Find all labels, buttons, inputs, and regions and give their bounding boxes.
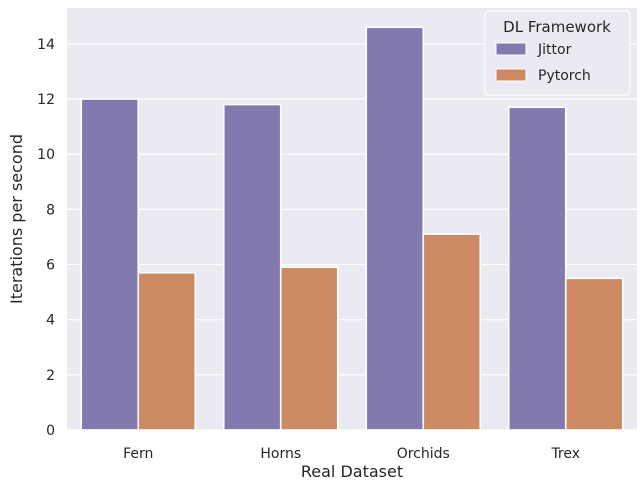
- legend: DL Framework Jittor Pytorch: [484, 10, 631, 96]
- bar-pytorch-horns: [279, 266, 339, 431]
- bar-jittor-trex: [507, 106, 567, 431]
- x-tick-label: Horns: [260, 446, 301, 462]
- legend-swatch-pytorch: [495, 68, 527, 82]
- y-tick-label: 12: [37, 92, 55, 108]
- x-tick-labels: Fern Horns Orchids Trex: [123, 446, 580, 462]
- legend-label-pytorch: Pytorch: [538, 68, 591, 84]
- bar-pytorch-orchids: [422, 233, 482, 431]
- y-tick-label: 6: [46, 258, 55, 274]
- y-tick-label: 2: [46, 368, 55, 384]
- y-tick-label: 0: [46, 423, 55, 439]
- bar-jittor-fern: [80, 98, 140, 431]
- y-tick-label: 8: [46, 202, 55, 218]
- x-tick-label: Trex: [550, 446, 580, 462]
- legend-swatch-jittor: [495, 42, 527, 56]
- y-tick-label: 14: [37, 37, 55, 53]
- legend-label-jittor: Jittor: [537, 42, 572, 58]
- bar-jittor-horns: [222, 103, 282, 431]
- legend-title: DL Framework: [503, 18, 611, 36]
- x-tick-label: Orchids: [397, 446, 450, 462]
- x-axis-title: Real Dataset: [301, 462, 403, 481]
- y-tick-label: 10: [37, 147, 55, 163]
- y-tick-labels: 0 2 4 6 8 10 12 14: [37, 37, 55, 439]
- x-tick-label: Fern: [123, 446, 153, 462]
- bar-pytorch-trex: [564, 277, 624, 431]
- bars: [80, 26, 624, 431]
- bar-pytorch-fern: [137, 271, 197, 431]
- bar-jittor-orchids: [365, 26, 425, 431]
- y-tick-label: 4: [46, 313, 55, 329]
- y-axis-title: Iterations per second: [7, 134, 26, 304]
